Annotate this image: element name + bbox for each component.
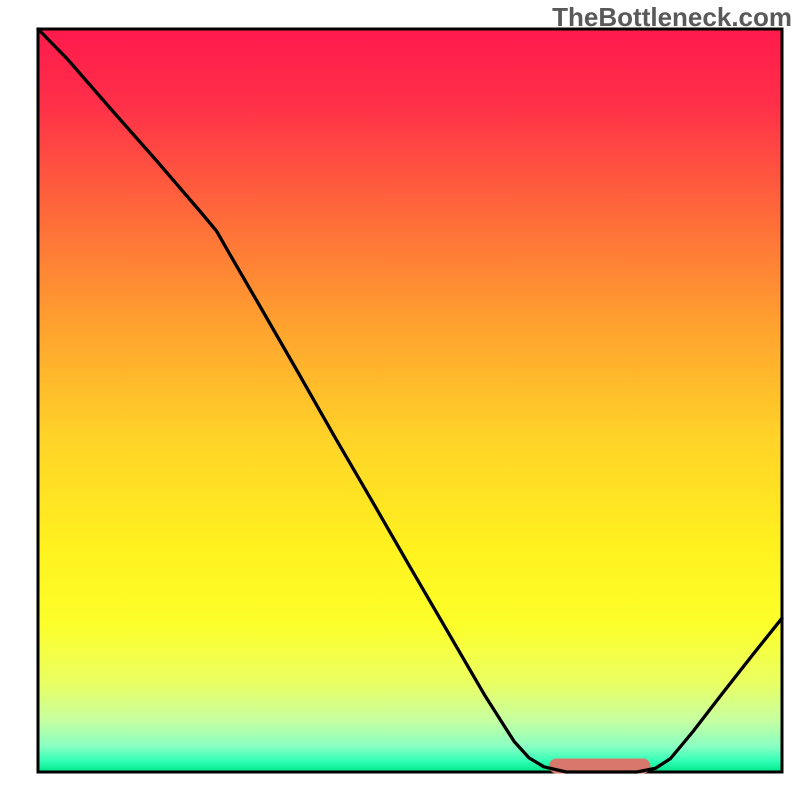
chart-overlay-svg <box>0 0 800 800</box>
watermark-label: TheBottleneck.com <box>552 2 792 33</box>
plot-border <box>38 29 782 772</box>
chart-root: TheBottleneck.com <box>0 0 800 800</box>
bottleneck-curve <box>38 29 782 772</box>
